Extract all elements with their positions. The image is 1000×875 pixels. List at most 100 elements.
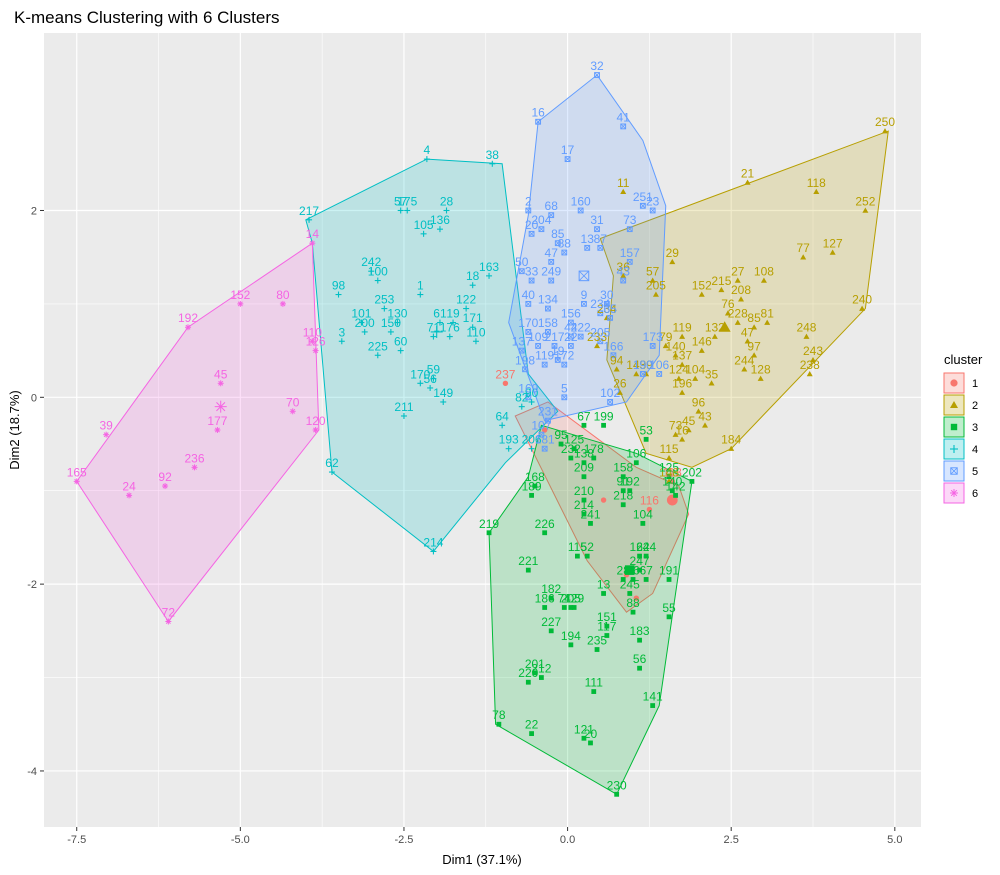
cluster-5-point	[594, 72, 600, 78]
point-label: 163	[479, 260, 499, 274]
point-label: 218	[613, 489, 633, 503]
point-label: 47	[545, 246, 559, 260]
point-label: 72	[162, 605, 176, 619]
point-label: 220	[518, 666, 538, 680]
point-label: 158	[613, 461, 633, 475]
cluster-5-point	[538, 431, 545, 438]
point-label: 71	[427, 321, 441, 335]
cluster-2-point	[813, 188, 820, 195]
cluster-2-point	[643, 370, 650, 377]
point-label: 14	[306, 227, 320, 241]
point-label: 29	[666, 246, 680, 260]
cluster-5-point	[597, 310, 604, 317]
cluster-1-hull	[514, 401, 690, 613]
cluster-3-point	[568, 455, 574, 461]
cluster-2-point	[829, 249, 836, 255]
point-label: 241	[580, 507, 600, 521]
cluster-2-point	[711, 333, 718, 339]
cluster-3-point	[542, 530, 548, 536]
point-label: 121	[574, 722, 594, 736]
point-label: 127	[823, 237, 843, 251]
cluster-5-point	[541, 445, 548, 452]
cluster-4-point	[397, 207, 404, 214]
point-label: 169	[518, 381, 538, 395]
point-label: 110	[466, 325, 485, 339]
point-label: 4	[424, 143, 431, 157]
point-label: 214	[574, 498, 594, 512]
cluster-5-point	[649, 343, 656, 349]
point-label: 244	[636, 540, 656, 554]
point-label: 106	[626, 447, 646, 461]
cluster-2-point	[666, 478, 673, 484]
cluster-3-point	[486, 530, 492, 536]
cluster-2-point	[649, 277, 656, 283]
cluster-3-point	[496, 721, 502, 727]
point-label: 52	[581, 540, 595, 554]
cluster-3-point	[529, 492, 534, 498]
cluster-5-point	[525, 207, 532, 214]
point-label: 136	[430, 213, 450, 227]
legend-marker-2	[950, 401, 958, 408]
point-label: 78	[492, 708, 506, 722]
point-label: 19	[446, 307, 460, 321]
point-label: 13	[581, 232, 595, 246]
point-label: 9	[581, 288, 588, 302]
legend-label-1: 1	[972, 378, 978, 390]
point-label: 85	[747, 311, 761, 325]
x-tick-label: -7.5	[67, 834, 86, 846]
cluster-5-point	[518, 347, 525, 354]
cluster-4-point	[387, 328, 394, 335]
cluster-2-point	[734, 319, 741, 325]
point-label: 66	[626, 563, 640, 577]
cluster-5-point	[554, 357, 561, 363]
cluster-3-point	[620, 488, 626, 494]
point-label: 190	[633, 358, 653, 372]
point-label: 125	[659, 461, 679, 475]
cluster-5-point	[522, 366, 528, 373]
cluster-6-point	[309, 240, 316, 247]
point-label: 176	[440, 321, 460, 335]
cluster-6-hull	[76, 242, 320, 623]
point-label: 18	[466, 269, 480, 283]
cluster-2-point	[741, 366, 748, 372]
cluster-2-point	[738, 296, 745, 302]
cluster-4-point	[306, 216, 313, 223]
cluster-3-point	[614, 791, 620, 797]
point-label: 165	[67, 465, 87, 479]
point-label: 19	[551, 344, 565, 358]
legend-marker-5	[950, 467, 958, 475]
cluster-3-point	[637, 665, 642, 671]
cluster-5-point	[545, 305, 551, 312]
point-label: 95	[554, 428, 568, 442]
cluster-5-point	[603, 300, 610, 307]
cluster-5-point	[607, 315, 614, 321]
cluster-5-point	[528, 277, 535, 284]
cluster-6-point	[126, 492, 133, 499]
point-label: 146	[692, 335, 712, 349]
cluster-4-point	[489, 160, 496, 167]
point-label: 17	[561, 143, 575, 157]
cluster-2-point	[652, 291, 659, 297]
legend-label-6: 6	[972, 488, 978, 500]
point-label: 119	[673, 321, 692, 335]
point-label: 101	[351, 307, 371, 321]
point-label: 217	[299, 204, 319, 218]
cluster-3-point	[601, 422, 606, 428]
point-label: 39	[639, 358, 653, 372]
cluster-6-point	[309, 338, 316, 345]
cluster-4-point	[469, 324, 476, 331]
cluster-3-point	[548, 628, 554, 634]
cluster-2-point	[760, 277, 767, 283]
point-label: 96	[692, 395, 706, 409]
legend-marker-6	[950, 489, 958, 497]
cluster-2-point	[757, 375, 764, 381]
cluster-3-point	[637, 553, 642, 559]
point-label: 24	[122, 479, 136, 493]
point-label: 182	[541, 582, 561, 596]
point-label: 184	[721, 433, 741, 447]
cluster-5-point	[545, 417, 551, 424]
cluster-5-point	[607, 399, 614, 405]
cluster-6-centroid	[214, 400, 227, 413]
point-label: 242	[361, 255, 381, 269]
